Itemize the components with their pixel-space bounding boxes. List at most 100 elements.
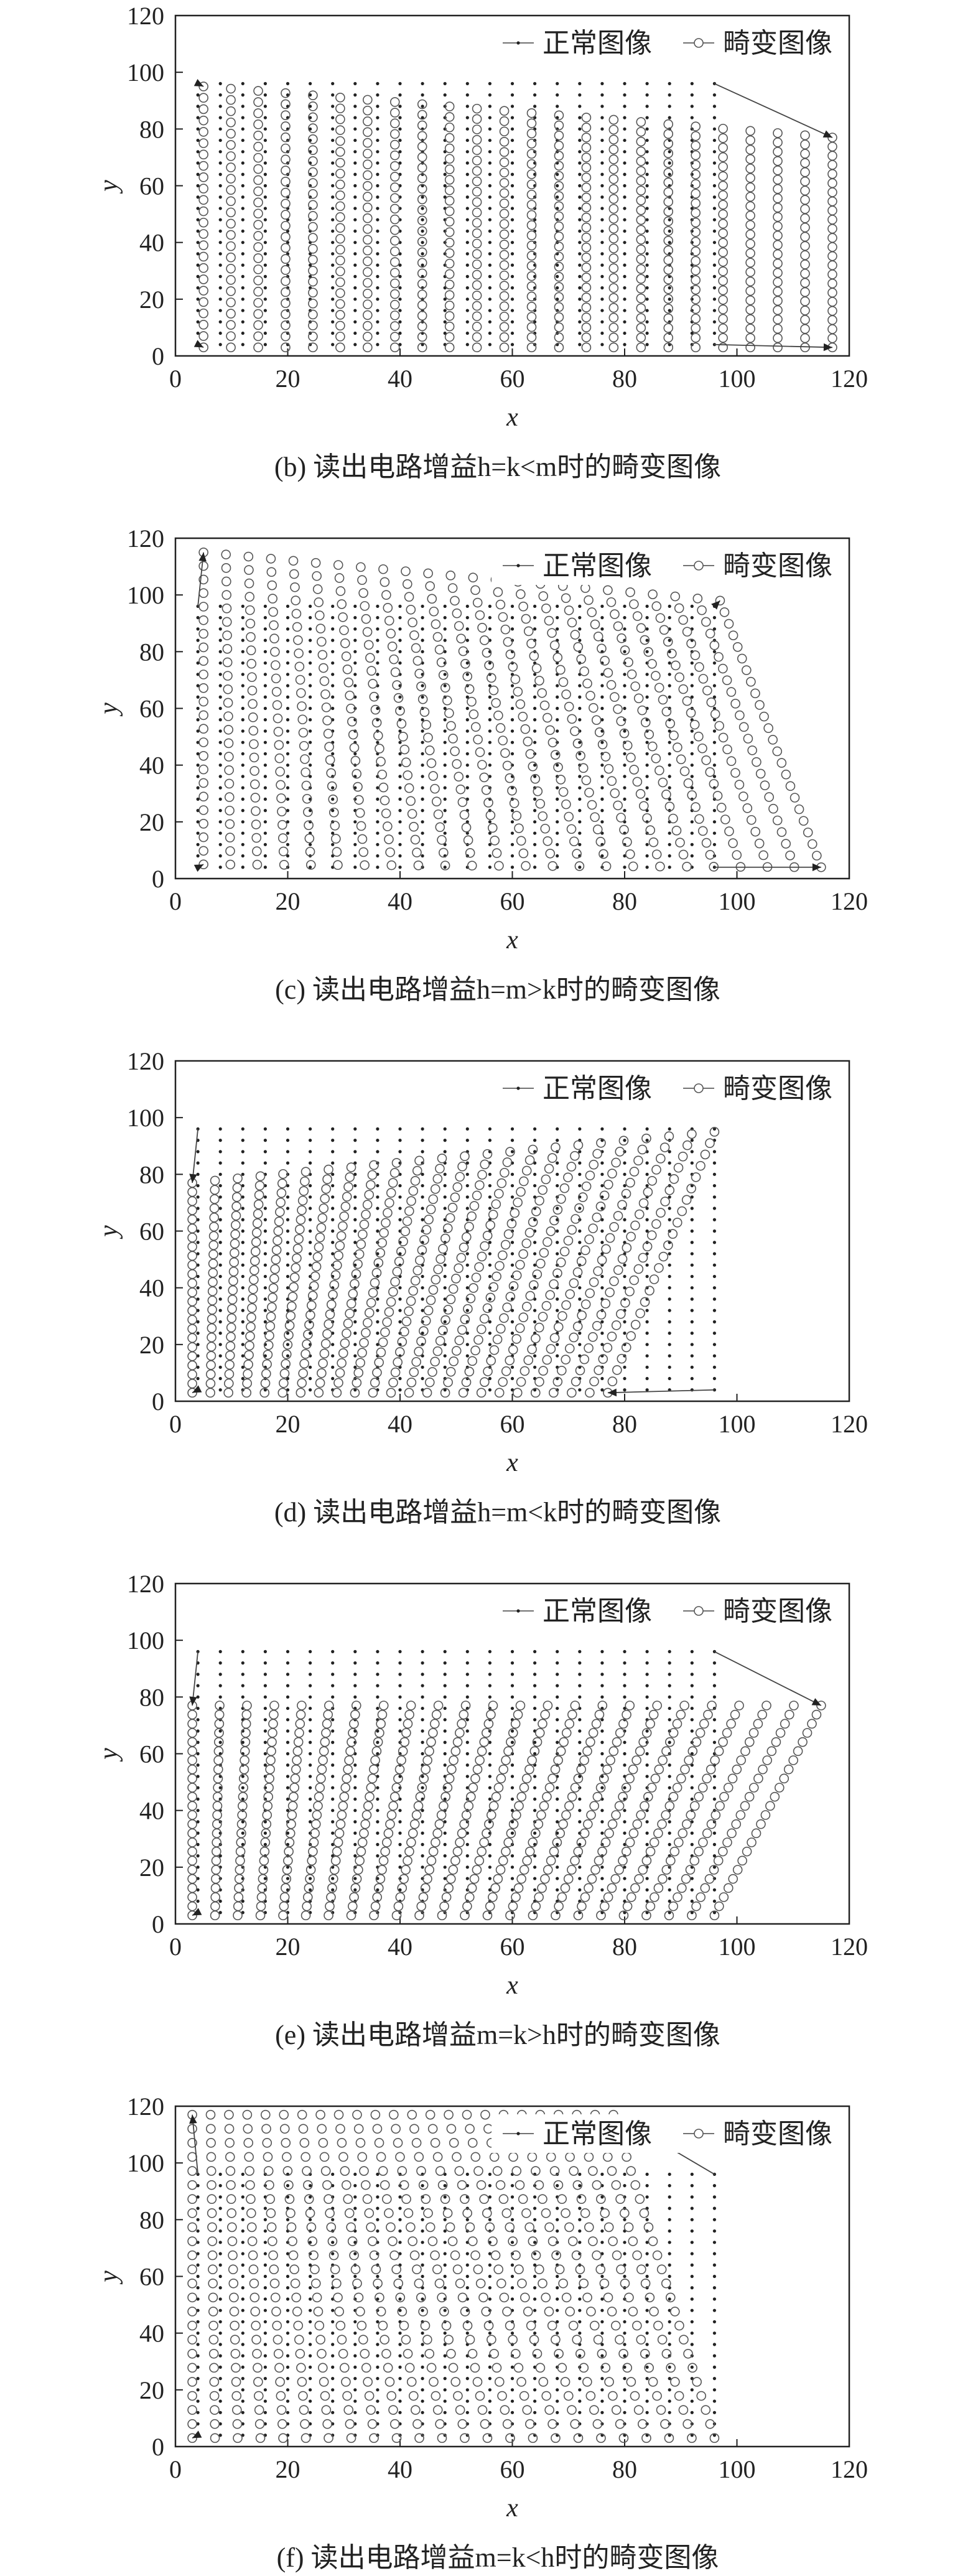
distorted-point — [442, 695, 452, 706]
normal-point — [712, 842, 716, 846]
normal-point — [286, 1752, 290, 1756]
distorted-point — [783, 1764, 794, 1775]
distorted-point — [699, 1719, 709, 1729]
distorted-point — [439, 847, 449, 858]
normal-point — [421, 831, 424, 835]
distorted-point — [561, 689, 571, 699]
distorted-point — [499, 198, 510, 208]
distorted-point — [720, 814, 730, 824]
distorted-point — [281, 298, 291, 309]
normal-point — [510, 1695, 515, 1699]
distorted-point — [710, 1810, 721, 1820]
distorted-point — [362, 1200, 373, 1210]
normal-point — [533, 729, 537, 733]
distorted-point — [694, 1791, 704, 1802]
normal-point — [331, 127, 335, 131]
normal-point — [353, 673, 357, 676]
normal-point — [578, 218, 582, 222]
normal-point — [668, 786, 671, 790]
normal-point — [465, 1684, 469, 1687]
distorted-point — [603, 668, 613, 678]
normal-point — [196, 2218, 200, 2221]
normal-point — [465, 286, 469, 290]
distorted-point — [198, 342, 208, 353]
distorted-point — [640, 635, 650, 645]
distorted-point — [773, 249, 783, 259]
normal-point — [196, 752, 200, 756]
distorted-point — [827, 223, 837, 234]
normal-point — [623, 797, 627, 801]
distorted-point — [372, 1892, 383, 1902]
distorted-point — [608, 164, 619, 174]
normal-point — [556, 1229, 559, 1233]
distorted-point — [554, 231, 564, 241]
distorted-point — [800, 158, 810, 168]
normal-point — [668, 82, 671, 85]
normal-point — [488, 331, 492, 335]
y-tick-label: 40 — [139, 2320, 164, 2348]
distorted-point — [827, 160, 837, 170]
distorted-point — [609, 1222, 619, 1232]
distorted-point — [547, 861, 558, 871]
distorted-point — [267, 580, 277, 590]
distorted-point — [462, 1901, 472, 1911]
normal-point — [331, 1831, 335, 1835]
normal-point — [623, 331, 627, 335]
distorted-point — [530, 1388, 541, 1398]
distorted-point — [346, 1910, 356, 1921]
normal-point — [600, 252, 604, 256]
distorted-point — [755, 700, 765, 710]
normal-point — [510, 1252, 515, 1256]
normal-point — [668, 1899, 671, 1903]
distorted-point — [457, 1719, 467, 1729]
distorted-point — [208, 1277, 218, 1287]
normal-point — [331, 116, 335, 119]
normal-point — [578, 161, 582, 165]
distorted-point — [750, 688, 760, 699]
x-tick-label: 60 — [500, 1933, 525, 1961]
normal-point — [376, 93, 380, 97]
normal-point — [263, 763, 267, 767]
normal-point — [421, 809, 424, 813]
normal-point — [398, 1729, 402, 1733]
distorted-point — [198, 251, 208, 262]
normal-point — [690, 695, 694, 699]
normal-point — [623, 650, 627, 653]
distorted-point — [244, 1350, 254, 1360]
distorted-point — [773, 268, 783, 278]
normal-point — [600, 627, 604, 631]
normal-point — [263, 2354, 267, 2358]
normal-point — [196, 763, 200, 767]
distorted-point — [802, 1728, 813, 1738]
distorted-point — [718, 295, 728, 305]
normal-point — [443, 1195, 447, 1199]
distorted-point — [426, 1295, 436, 1305]
distorted-point — [187, 1269, 197, 1279]
normal-point — [263, 1309, 267, 1312]
normal-point — [241, 252, 245, 256]
normal-point — [712, 161, 716, 165]
distorted-point — [718, 1846, 728, 1857]
distorted-point — [747, 1837, 757, 1847]
normal-point — [578, 1252, 582, 1256]
normal-point — [443, 1763, 447, 1767]
normal-point — [510, 627, 515, 631]
distorted-point — [690, 650, 701, 660]
distorted-point — [394, 1764, 405, 1775]
normal-point — [263, 2365, 267, 2369]
distorted-point — [417, 342, 427, 353]
distorted-point — [210, 1185, 220, 1195]
distorted-point — [372, 1368, 382, 1378]
normal-point — [578, 331, 582, 335]
normal-point — [331, 105, 335, 108]
distorted-point — [463, 835, 473, 846]
distorted-point — [794, 804, 804, 814]
normal-point — [263, 684, 267, 688]
distorted-point — [666, 1855, 676, 1866]
distorted-point — [556, 775, 566, 785]
distorted-point — [301, 780, 312, 791]
distorted-point — [700, 1149, 710, 1160]
distorted-point — [459, 1819, 469, 1829]
distorted-point — [224, 778, 235, 789]
distorted-point — [389, 289, 400, 299]
